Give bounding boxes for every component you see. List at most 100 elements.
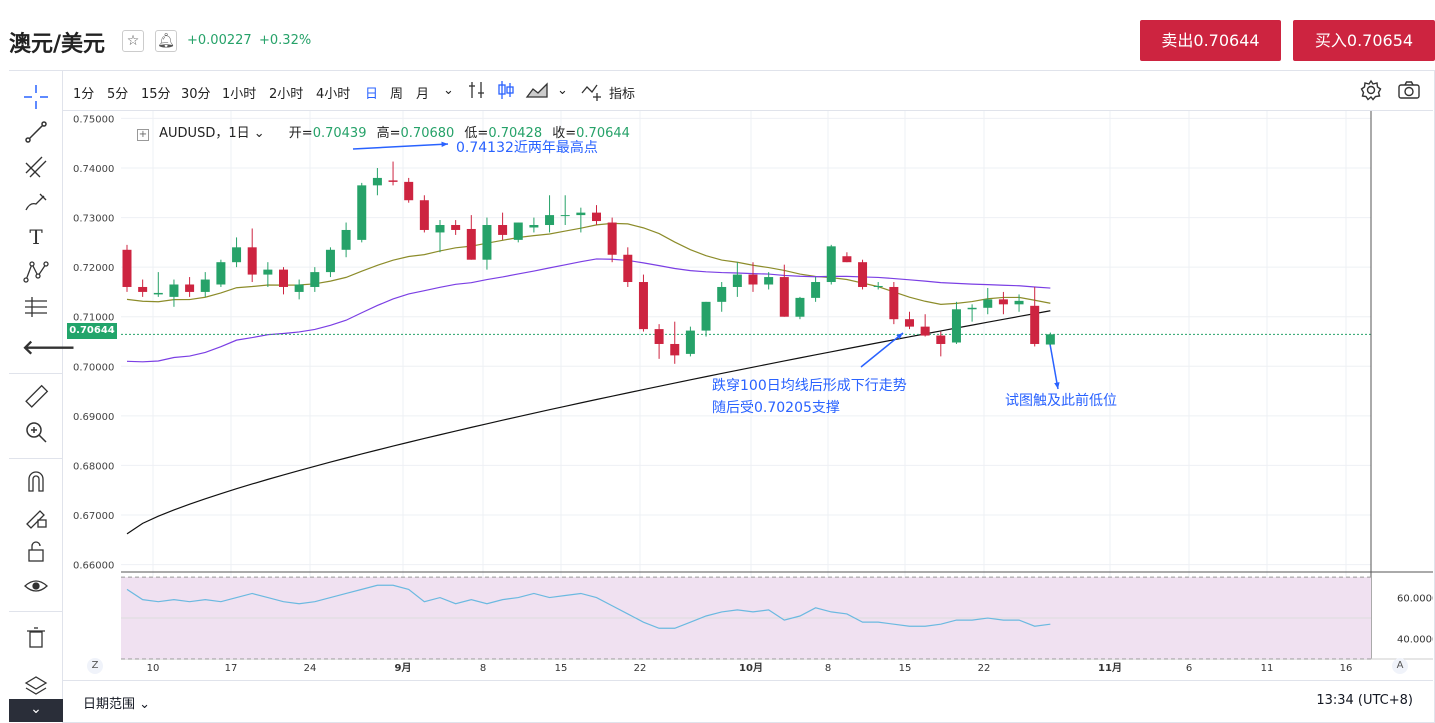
interval-month[interactable]: 月 <box>416 87 430 102</box>
area-chart-icon[interactable] <box>525 79 549 106</box>
interval-week[interactable]: 周 <box>390 87 404 102</box>
y-tick-label: 0.75000 <box>73 114 114 125</box>
sell-button[interactable]: 卖出0.70644 <box>1140 20 1281 61</box>
candle-body <box>216 262 226 285</box>
camera-icon[interactable] <box>1397 79 1421 106</box>
lock-drawing-icon[interactable] <box>22 502 50 530</box>
x-tick-label: 11 <box>1261 663 1274 674</box>
fib-tool-icon[interactable] <box>22 153 50 181</box>
star-icon[interactable]: ☆ <box>122 30 144 52</box>
pattern-icon[interactable] <box>22 258 50 286</box>
legend-dropdown-icon[interactable]: ⌄ <box>253 126 265 141</box>
candle-body <box>858 262 868 287</box>
y-tick-label: 0.73000 <box>73 214 114 225</box>
layers-icon[interactable] <box>22 671 50 699</box>
interval-5m[interactable]: 5分 <box>107 87 129 102</box>
candle-body <box>717 286 727 302</box>
unlock-icon[interactable] <box>22 537 50 565</box>
x-tick-label: 10 <box>147 663 160 674</box>
legend-open: 0.70439 <box>312 126 367 141</box>
x-tick-label: 22 <box>978 663 991 674</box>
price-chart[interactable]: 0.75000 0.74000 0.73000 0.72000 0.71000 0.700… <box>63 111 1433 680</box>
rsi-tick-label: 40.0000 <box>1397 635 1433 646</box>
rsi-line <box>126 584 1051 629</box>
timezone-clock[interactable]: 13:34 (UTC+8) <box>1316 693 1413 708</box>
annotation-arrow-high <box>352 143 449 150</box>
candle-body <box>842 256 852 263</box>
bottom-bar: 日期范围 ⌄ 13:34 (UTC+8) <box>63 680 1433 722</box>
candle-body <box>138 286 148 292</box>
interval-2h[interactable]: 2小时 <box>269 87 304 102</box>
ma-long-line <box>126 310 1051 535</box>
legend-symbol[interactable]: AUDUSD，1日 <box>159 126 250 141</box>
symbol-title: 澳元/美元 <box>9 32 106 57</box>
candle-body <box>592 212 601 222</box>
drawing-toolbar: T 🡐 ⌄ <box>9 71 76 723</box>
back-arrow-icon[interactable]: 🡐 <box>22 335 76 359</box>
interval-dropdown-icon[interactable]: ⌄ <box>443 83 454 98</box>
annotation-prior-low: 试图触及此前低位 <box>1005 393 1117 409</box>
buy-button[interactable]: 买入0.70654 <box>1293 20 1435 61</box>
candle-body <box>654 329 664 344</box>
trend-line-icon[interactable] <box>22 118 50 146</box>
auto-scale-button[interactable]: A <box>1392 658 1408 674</box>
y-tick-label: 0.68000 <box>73 461 114 472</box>
rsi-tick-label: 60.0000 <box>1397 594 1433 605</box>
indicators-button[interactable]: 指标 <box>609 87 636 102</box>
candle-body <box>638 282 648 330</box>
candle-body <box>325 249 335 273</box>
candle-body <box>811 282 821 298</box>
candle-body <box>513 222 523 240</box>
x-tick-label: 8 <box>825 663 831 674</box>
x-tick-label: 10月 <box>739 662 763 674</box>
candle-body <box>310 272 320 287</box>
collapse-legend-icon[interactable]: + <box>137 129 149 141</box>
text-tool-icon[interactable]: T <box>29 225 43 249</box>
x-tick-label: 6 <box>1186 663 1192 674</box>
interval-15m[interactable]: 15分 <box>141 87 171 102</box>
zoom-in-icon[interactable] <box>22 418 50 446</box>
trash-icon[interactable] <box>22 623 50 651</box>
chart-type-dropdown-icon[interactable]: ⌄ <box>557 83 568 98</box>
annotation-arrow-breakdown-head <box>896 333 903 340</box>
candle-body <box>670 343 680 356</box>
crosshair-icon[interactable] <box>22 83 50 111</box>
y-tick-label: 0.66000 <box>73 561 114 572</box>
interval-1m[interactable]: 1分 <box>73 87 95 102</box>
settings-gear-icon[interactable] <box>1360 79 1382 106</box>
y-tick-label: 0.74000 <box>73 164 114 175</box>
eye-icon[interactable] <box>22 572 50 600</box>
alert-bell-icon[interactable]: 🔔︎ <box>155 30 177 52</box>
candle-body <box>905 319 914 327</box>
annotation-breakdown-2: 随后受0.70205支撑 <box>712 400 840 416</box>
x-tick-label: 15 <box>555 663 568 674</box>
interval-30m[interactable]: 30分 <box>181 87 211 102</box>
candle-body <box>732 274 742 287</box>
y-tick-label: 0.72000 <box>73 263 114 274</box>
compare-icon[interactable] <box>467 79 487 106</box>
candle-body <box>920 326 930 336</box>
candle-body <box>529 225 539 228</box>
collapse-toolbar-button[interactable]: ⌄ <box>9 699 63 722</box>
brush-icon[interactable] <box>22 188 50 216</box>
candle-body <box>279 269 288 287</box>
ohlc-legend: + AUDUSD，1日 ⌄ 开=0.70439 高=0.70680 低=0.70… <box>137 122 630 141</box>
ruler-icon[interactable] <box>22 383 50 411</box>
candle-body <box>685 330 695 354</box>
y-tick-label: 0.69000 <box>73 412 114 423</box>
interval-1h[interactable]: 1小时 <box>222 87 257 102</box>
interval-day[interactable]: 日 <box>365 87 379 102</box>
candle-body <box>357 185 367 240</box>
interval-4h[interactable]: 4小时 <box>316 87 351 102</box>
annotation-arrow-low-head <box>1054 382 1060 389</box>
annotation-high: 0.74132近两年最高点 <box>456 140 598 156</box>
legend-close-label: 收= <box>552 126 577 141</box>
zoom-reset-button[interactable]: Z <box>87 658 103 674</box>
magnet-icon[interactable] <box>22 467 50 495</box>
indicators-icon[interactable] <box>580 79 604 106</box>
annotation-arrow-low <box>1049 343 1059 390</box>
date-range-button[interactable]: 日期范围 ⌄ <box>83 697 151 712</box>
candles-icon[interactable] <box>496 79 516 106</box>
y-tick-label: 0.70000 <box>73 362 114 373</box>
prediction-icon[interactable] <box>22 293 50 321</box>
